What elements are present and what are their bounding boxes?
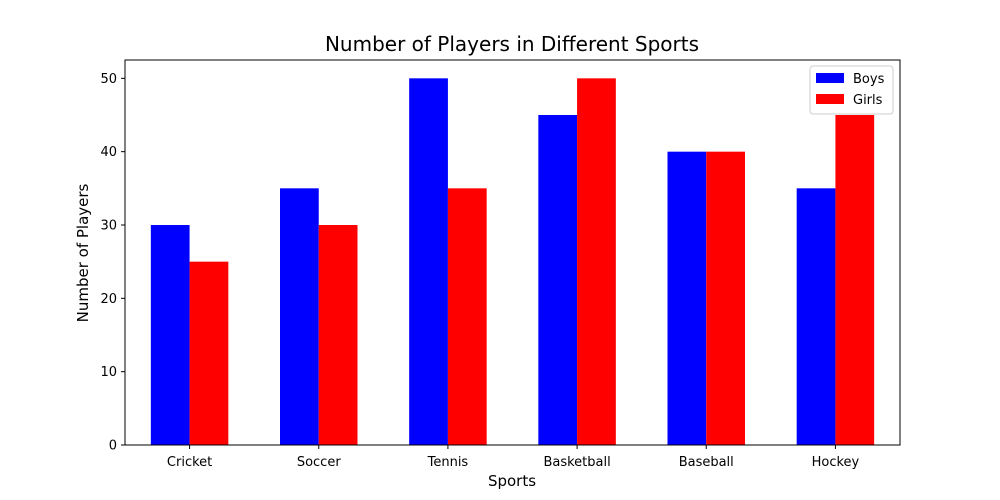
bar-girls-tennis [447,188,487,445]
bar-girls-basketball [577,78,616,445]
bar-boys-baseball [667,151,707,446]
plot-area [124,59,901,446]
bar-boys-basketball [538,115,578,445]
x-axis: Cricket Soccer Tennis Basketball Baseball Hoc… [167,445,860,470]
legend: Boys Girls [809,65,894,115]
y-axis-label: Number of Players [74,183,92,322]
bar-girls-cricket [189,261,229,445]
bar-boys-tennis [409,78,448,445]
y-tick-label: 10 [100,365,117,380]
y-tick-label: 30 [100,219,117,234]
y-tick-label: 0 [109,439,117,454]
x-tick-label-basketball: Basketball [543,455,610,470]
bar-girls-soccer [318,225,358,445]
plot-frame [124,59,901,446]
x-axis-label: Sports [488,472,536,490]
chart-title: Number of Players in Different Sports [325,32,699,56]
legend-swatch-girls [816,94,844,104]
x-tick-label-cricket: Cricket [167,455,212,470]
y-tick-label: 40 [100,145,117,160]
bar-girls-hockey [835,115,875,445]
y-tick-label: 20 [100,292,117,307]
bar-boys-soccer [280,188,319,445]
x-tick-label-baseball: Baseball [679,455,734,470]
x-tick-label-soccer: Soccer [297,455,341,470]
legend-label-boys: Boys [853,72,885,87]
y-axis: 0 10 20 30 40 50 [100,72,125,454]
bar-boys-cricket [150,225,190,445]
bar-girls-baseball [706,151,745,446]
legend-swatch-boys [816,73,844,83]
x-tick-label-tennis: Tennis [427,455,469,470]
bar-boys-hockey [796,188,836,445]
y-tick-label: 50 [100,72,117,87]
legend-label-girls: Girls [853,93,883,108]
x-tick-label-hockey: Hockey [812,455,860,470]
